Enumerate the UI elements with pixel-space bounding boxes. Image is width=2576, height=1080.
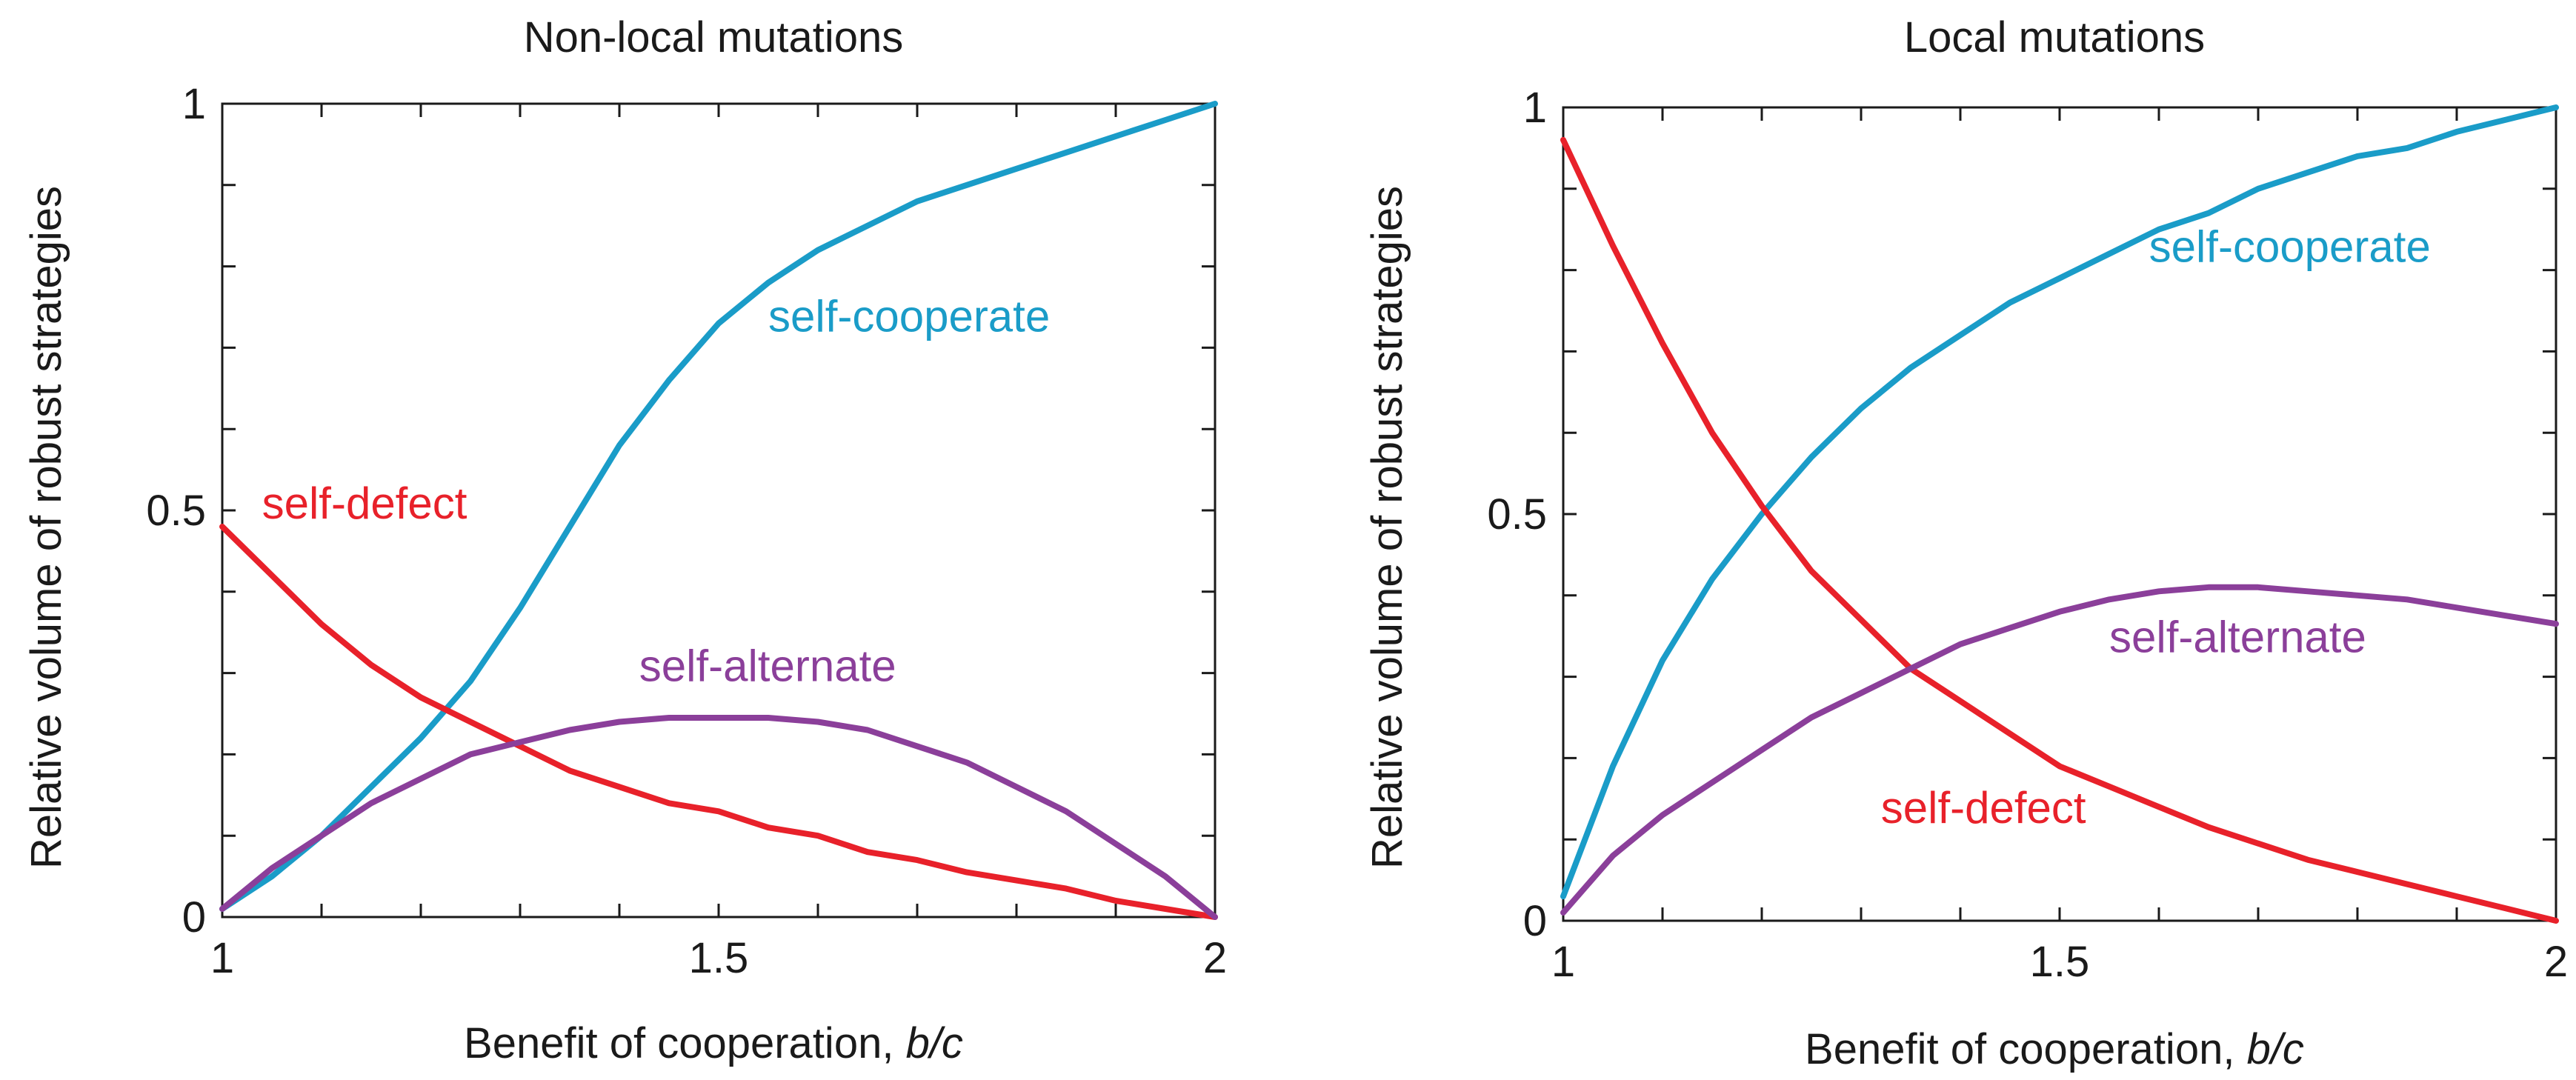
x-axis-label: Benefit of cooperation, b/c	[1805, 1025, 2304, 1073]
x-axis-label-text: Benefit of cooperation,	[1805, 1025, 2247, 1073]
y-tick-label: 0	[182, 893, 206, 941]
series-line-self-cooperate	[1560, 104, 2559, 900]
series-label-self-cooperate: self-cooperate	[768, 291, 1050, 341]
x-tick-label: 1	[210, 934, 234, 982]
series-label-self-cooperate: self-cooperate	[2149, 222, 2431, 272]
series-label-self-alternate: self-alternate	[2109, 613, 2366, 662]
series-label-self-defect: self-defect	[262, 479, 467, 528]
x-tick-label: 1.5	[689, 934, 749, 982]
y-tick-label: 1	[182, 80, 206, 128]
y-tick-label: 0	[1523, 897, 1547, 945]
series-line-self-defect	[1560, 136, 2559, 924]
x-axis-label-text: Benefit of cooperation,	[464, 1019, 906, 1067]
y-tick-label: 1	[1523, 84, 1547, 132]
y-axis-label: Relative volume of robust strategies	[1363, 186, 1411, 869]
x-axis-label: Benefit of cooperation, b/c	[464, 1019, 963, 1067]
series-line-self-cooperate	[219, 101, 1218, 912]
x-axis-label-italic: b/c	[906, 1019, 963, 1067]
chart-non-local-mutations: Non-local mutations Relative volume of r…	[22, 13, 1227, 1067]
y-tick-label: 0.5	[1487, 490, 1547, 539]
x-tick-label: 1	[1551, 938, 1575, 986]
series-line-self-alternate	[219, 715, 1218, 920]
chart-local-mutations: Local mutations Relative volume of robus…	[1363, 13, 2568, 1073]
chart-title: Local mutations	[1904, 13, 2205, 61]
series-line-self-alternate	[1560, 584, 2559, 916]
series-label-self-defect: self-defect	[1881, 783, 2086, 833]
x-axis-label-italic: b/c	[2247, 1025, 2304, 1073]
chart-title: Non-local mutations	[524, 13, 904, 61]
y-axis-label: Relative volume of robust strategies	[22, 186, 70, 869]
x-tick-label: 2	[1203, 934, 1227, 982]
series-line-self-defect	[219, 524, 1218, 920]
x-tick-label: 1.5	[2030, 938, 2090, 986]
x-tick-label: 2	[2544, 938, 2568, 986]
series-label-self-alternate: self-alternate	[639, 641, 896, 691]
y-tick-label: 0.5	[146, 487, 206, 535]
